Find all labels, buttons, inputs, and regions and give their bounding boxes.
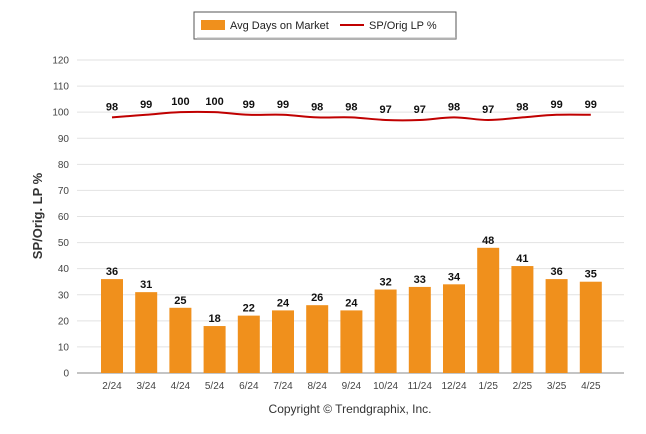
y-tick-label: 70 [58, 186, 70, 197]
bars [101, 247, 602, 373]
bar [579, 281, 602, 373]
bar-value-label: 36 [550, 266, 562, 278]
bar-value-label: 32 [379, 277, 391, 289]
y-tick-label: 40 [58, 264, 70, 275]
x-tick-label: 10/24 [373, 381, 398, 392]
x-tick-label: 6/24 [239, 381, 259, 392]
bar-value-label: 22 [243, 303, 255, 315]
bar-value-label: 24 [277, 297, 290, 309]
y-tick-label: 110 [53, 82, 69, 93]
x-tick-label: 3/24 [136, 381, 156, 392]
bar-value-label: 24 [345, 297, 358, 309]
line-labels: 98 99 100 100 99 99 98 98 97 97 98 97 98 99 99 [106, 96, 597, 116]
bar [545, 279, 568, 373]
y-axis-label: SP/Orig. LP % [30, 172, 45, 259]
y-tick-label: 90 [58, 134, 70, 145]
line-value-label: 100 [205, 96, 223, 108]
bar-value-label: 25 [174, 295, 186, 307]
bar [374, 289, 397, 373]
y-tick-label: 100 [52, 108, 69, 119]
x-tick-label: 9/24 [342, 381, 362, 392]
line-value-label: 98 [311, 101, 323, 113]
line-value-label: 99 [277, 99, 289, 111]
line-value-label: 99 [585, 99, 597, 111]
x-axis-ticks: 2/24 3/24 4/24 5/24 6/24 7/24 8/24 9/24 10/24 11/… [102, 381, 601, 392]
x-tick-label: 4/24 [171, 381, 191, 392]
bar [203, 326, 226, 373]
y-tick-label: 20 [58, 316, 70, 327]
legend: Avg Days on Market SP/Orig LP % [193, 11, 457, 40]
bar-value-label: 35 [585, 269, 597, 281]
bar-value-label: 41 [516, 253, 528, 265]
bar [135, 292, 158, 373]
line-path [111, 110, 591, 122]
x-tick-label: 4/25 [581, 381, 601, 392]
line-value-label: 100 [171, 96, 189, 108]
line-value-label: 97 [482, 104, 494, 116]
x-tick-label: 2/24 [102, 381, 122, 392]
x-tick-label: 8/24 [307, 381, 327, 392]
legend-swatch-bar [201, 20, 225, 30]
y-tick-label: 50 [58, 238, 70, 249]
line-value-label: 99 [140, 99, 152, 111]
x-tick-label: 5/24 [205, 381, 225, 392]
bar [272, 310, 294, 373]
legend-label-bar: Avg Days on Market [230, 20, 329, 32]
x-tick-label: 1/25 [478, 381, 498, 392]
footer-copyright: Copyright © Trendgraphix, Inc. [269, 402, 432, 416]
bar [306, 305, 329, 373]
line-value-label: 98 [448, 101, 460, 113]
x-tick-label: 12/24 [441, 381, 466, 392]
bar-value-label: 31 [140, 279, 152, 291]
bar [511, 266, 534, 373]
line-value-label: 98 [516, 101, 528, 113]
bar [101, 279, 123, 373]
bar-value-label: 18 [208, 313, 220, 325]
line-value-label: 99 [550, 99, 562, 111]
y-tick-label: 10 [58, 342, 70, 353]
legend-label-line: SP/Orig LP % [369, 20, 437, 32]
line-value-label: 97 [414, 104, 426, 116]
y-tick-label: 120 [52, 56, 69, 67]
bar [237, 315, 260, 373]
bar-value-label: 34 [448, 271, 461, 283]
line-value-label: 99 [243, 99, 255, 111]
line-series [111, 110, 591, 122]
bar-value-label: 26 [311, 292, 323, 304]
y-tick-label: 80 [58, 160, 70, 171]
bar [477, 247, 500, 373]
bar-value-label: 36 [106, 266, 118, 278]
line-value-label: 98 [345, 101, 357, 113]
bar-labels: 36 31 25 18 22 24 26 24 32 33 34 48 41 36 35 [106, 235, 597, 325]
y-tick-label: 60 [58, 212, 70, 223]
y-axis-ticks: 0 10 20 30 40 50 60 70 80 90 100 110 120 [52, 56, 69, 380]
bar [340, 310, 363, 373]
bar-value-label: 33 [414, 274, 426, 286]
y-tick-label: 30 [58, 290, 70, 301]
line-value-label: 98 [106, 101, 118, 113]
x-tick-label: 2/25 [513, 381, 533, 392]
bar [169, 307, 192, 373]
bar-value-label: 48 [482, 235, 494, 247]
x-tick-label: 3/25 [547, 381, 567, 392]
x-tick-label: 11/24 [408, 381, 433, 392]
bar [443, 284, 465, 373]
bar [408, 286, 431, 373]
line-value-label: 97 [379, 104, 391, 116]
y-tick-label: 0 [63, 369, 69, 380]
x-tick-label: 7/24 [273, 381, 293, 392]
